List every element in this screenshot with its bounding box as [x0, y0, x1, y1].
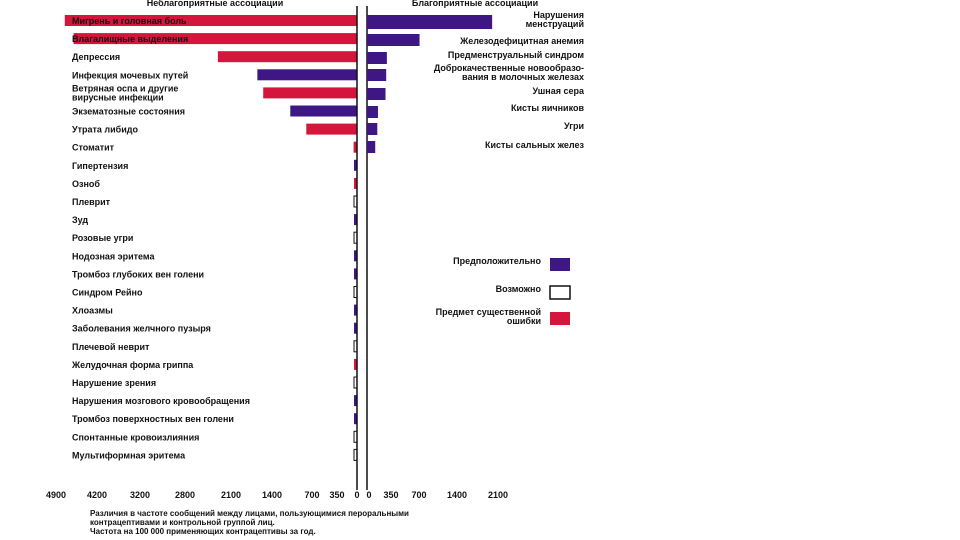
- x-tick-label: 0: [354, 490, 359, 500]
- x-tick-label: 3200: [130, 490, 150, 500]
- adverse-label: Розовые угри: [72, 233, 133, 243]
- adverse-bar: [354, 250, 357, 262]
- adverse-label: Спонтанные кровоизлияния: [72, 432, 199, 442]
- legend-swatch: [549, 285, 571, 300]
- beneficial-bar: [367, 34, 420, 46]
- adverse-bar: [217, 51, 357, 63]
- x-tick-label: 700: [411, 490, 426, 500]
- legend-label: Возможно: [496, 284, 542, 294]
- adverse-bar: [290, 105, 357, 117]
- adverse-label: Нодозная эритема: [72, 251, 155, 261]
- beneficial-bar: [367, 106, 378, 118]
- beneficial-label: Кисты сальных желез: [485, 140, 584, 150]
- adverse-label: Инфекция мочевых путей: [72, 70, 188, 80]
- beneficial-bar: [367, 123, 378, 135]
- adverse-label: Желудочная форма гриппа: [71, 360, 194, 370]
- x-tick-label: 4900: [46, 490, 66, 500]
- adverse-bar: [354, 413, 357, 425]
- beneficial-bar: [367, 52, 387, 64]
- legend-label: Предположительно: [453, 256, 541, 266]
- x-tick-label: 350: [329, 490, 344, 500]
- x-tick-label: 2100: [221, 490, 241, 500]
- adverse-bar: [354, 358, 357, 370]
- x-tick-label: 0: [366, 490, 371, 500]
- adverse-label: Гипертензия: [72, 161, 128, 171]
- adverse-label: Тромбоз глубоких вен голени: [72, 269, 204, 279]
- legend-swatch: [550, 312, 570, 325]
- adverse-label: Зуд: [72, 215, 88, 225]
- beneficial-label: Доброкачественные новообразо-вания в мол…: [434, 63, 584, 82]
- adverse-label: Плечевой неврит: [72, 342, 150, 352]
- adverse-label: Стоматит: [72, 143, 115, 153]
- x-tick-label: 700: [304, 490, 319, 500]
- x-tick-label: 1400: [447, 490, 467, 500]
- beneficial-bar: [367, 88, 386, 100]
- adverse-label: Ветряная оспа и другие вирусные инфекции: [72, 83, 178, 102]
- adverse-label: Синдром Рейно: [72, 288, 143, 298]
- legend-swatch: [550, 258, 570, 271]
- beneficial-label: Угри: [564, 121, 584, 131]
- x-tick-label: 2800: [175, 490, 195, 500]
- adverse-label: Утрата либидо: [72, 125, 138, 135]
- adverse-label: Нарушение зрения: [72, 378, 156, 388]
- adverse-label: Плеврит: [72, 197, 111, 207]
- beneficial-label: Нарушения менструаций: [526, 10, 584, 29]
- adverse-bar: [263, 87, 357, 99]
- adverse-bar: [354, 322, 357, 334]
- adverse-bar: [353, 141, 357, 153]
- adverse-label: Хлоазмы: [72, 306, 113, 316]
- legend-label: Предмет существенной ошибки: [436, 307, 541, 326]
- adverse-label: Нарушения мозгового кровообращения: [72, 396, 250, 406]
- footnote-line: контрацептивами и контрольной группой ли…: [90, 518, 275, 527]
- beneficial-label: Ушная сера: [533, 86, 585, 96]
- left-header: Неблагоприятные ассоциации: [147, 0, 284, 8]
- beneficial-label: Железодефицитная анемия: [459, 36, 584, 46]
- adverse-bar: [354, 395, 357, 407]
- adverse-label: Озноб: [72, 179, 100, 189]
- footnote-line: Различия в частоте сообщений между лицам…: [90, 509, 409, 518]
- x-tick-label: 4200: [87, 490, 107, 500]
- beneficial-bar: [367, 69, 387, 81]
- right-header: Благоприятные ассоциации: [412, 0, 538, 8]
- footnote-line: Частота на 100 000 применяющих контрацеп…: [90, 527, 316, 536]
- adverse-bar: [306, 123, 357, 135]
- x-tick-label: 1400: [262, 490, 282, 500]
- x-tick-label: 350: [383, 490, 398, 500]
- adverse-bar: [73, 33, 358, 45]
- adverse-label: Тромбоз поверхностных вен голени: [72, 414, 234, 424]
- beneficial-label: Кисты яичников: [511, 103, 584, 113]
- adverse-label: Мультиформная эритема: [72, 450, 186, 460]
- adverse-bar: [354, 177, 357, 189]
- adverse-label: Экзематозные состояния: [72, 107, 185, 117]
- adverse-label: Влагалищные выделения: [72, 34, 188, 44]
- adverse-bar: [354, 304, 357, 316]
- adverse-label: Заболевания желчного пузыря: [72, 324, 211, 334]
- adverse-bar: [257, 69, 357, 81]
- adverse-bar: [354, 268, 357, 280]
- adverse-bar: [64, 15, 358, 26]
- adverse-bar: [354, 159, 357, 171]
- adverse-label: Мигрень и головная боль: [72, 16, 187, 26]
- beneficial-bar: [367, 15, 493, 29]
- beneficial-label: Предменструальный синдром: [448, 50, 584, 60]
- adverse-label: Депрессия: [72, 52, 120, 62]
- beneficial-bar: [367, 141, 376, 153]
- x-tick-label: 2100: [488, 490, 508, 500]
- adverse-bar: [354, 214, 357, 226]
